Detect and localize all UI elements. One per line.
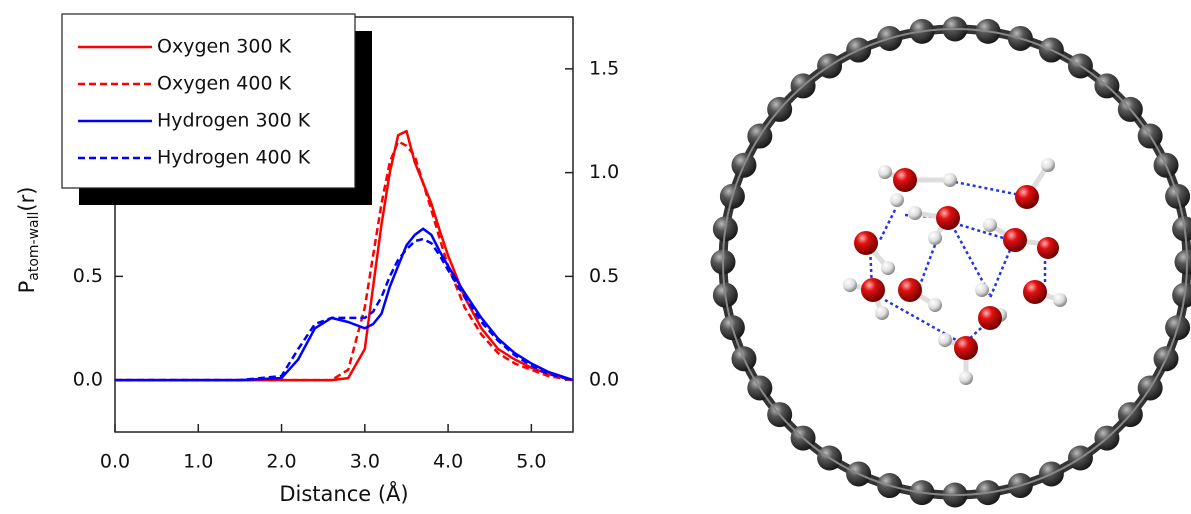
y2-tick-label: 0.0 (589, 369, 619, 391)
nanotube-ring (718, 24, 1191, 500)
y2-tick-label: 0.5 (589, 265, 619, 287)
x-tick-label: 5.0 (516, 451, 546, 473)
series-line (115, 129, 574, 382)
y2-tick-label: 1.0 (589, 161, 619, 183)
legend-label: Hydrogen 400 K (157, 147, 311, 169)
x-axis-title: Distance (Å) (279, 480, 408, 506)
legend-label: Oxygen 300 K (157, 36, 292, 58)
carbon-atom (1172, 216, 1191, 242)
y-tick-label: 0.0 (73, 369, 103, 391)
series-line (115, 237, 574, 382)
x-tick-label: 2.0 (266, 451, 296, 473)
legend-label: Oxygen 400 K (157, 73, 292, 95)
y-tick-label: 0.5 (73, 265, 103, 287)
legend-box (61, 13, 356, 189)
molecule-image (710, 16, 1191, 508)
nanotube-atoms (710, 16, 1191, 508)
oxygen-atoms (854, 168, 1059, 360)
legend: Oxygen 300 K Oxygen 400 K Hydrogen 300 K Hy… (61, 13, 372, 205)
y2-tick-label: 1.5 (589, 57, 619, 79)
y-axis-title: Patom-wall(r) (15, 187, 42, 294)
x-tick-label: 0.0 (100, 451, 130, 473)
nanotube-ring-highlight (722, 28, 1188, 496)
x-tick-label: 3.0 (350, 451, 380, 473)
x-tick-label: 4.0 (433, 451, 463, 473)
series-line (115, 227, 574, 382)
y-axis-title-main: P (15, 281, 39, 294)
carbon-atom (1174, 249, 1191, 275)
y-axis-title-suffix: (r) (15, 187, 39, 212)
carbon-atom (1172, 282, 1191, 308)
legend-label: Hydrogen 300 K (157, 110, 311, 132)
x-tick-label: 1.0 (183, 451, 213, 473)
y-axis-title-sub: atom-wall (26, 212, 42, 281)
